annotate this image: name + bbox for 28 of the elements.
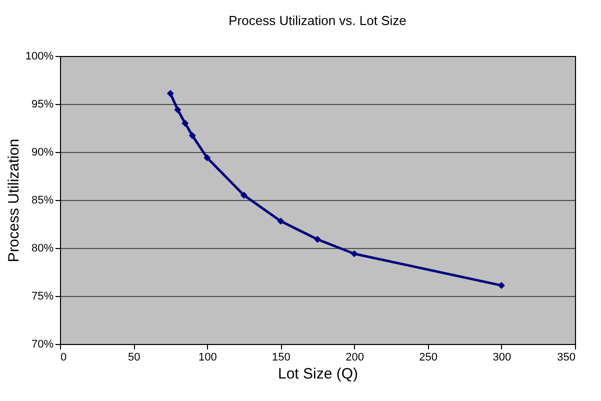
x-tick-label: 150 [272, 352, 290, 364]
point [204, 154, 211, 162]
y-tick-label: 85% [31, 194, 54, 206]
point [182, 120, 189, 127]
x-tick-label: 350 [557, 352, 576, 364]
point [240, 192, 248, 199]
y-tick-label: 80% [31, 242, 54, 254]
point [498, 282, 505, 289]
point [314, 236, 322, 243]
point [350, 250, 358, 258]
x-tick-label: 100 [198, 352, 217, 364]
point [174, 106, 182, 114]
point [277, 218, 284, 225]
x-axis-title: Lot Size (Q) [278, 366, 358, 382]
x-tick-label: 50 [128, 352, 140, 364]
point [188, 132, 196, 140]
chart-title: Process Utilization vs. Lot Size [228, 13, 406, 28]
y-tick-label: 70% [31, 338, 54, 350]
y-axis-title: Process Utilization [5, 138, 22, 262]
y-tick-label: 95% [31, 98, 54, 110]
y-tick-label: 75% [31, 290, 54, 302]
x-tick-label: 300 [492, 352, 512, 364]
point [166, 90, 174, 97]
y-tick-label: 100% [25, 50, 54, 62]
x-tick-label: 250 [419, 352, 438, 364]
y-tick-label: 90% [31, 146, 54, 158]
x-tick-label: 200 [346, 352, 364, 364]
x-tick-label: 0 [60, 352, 67, 364]
